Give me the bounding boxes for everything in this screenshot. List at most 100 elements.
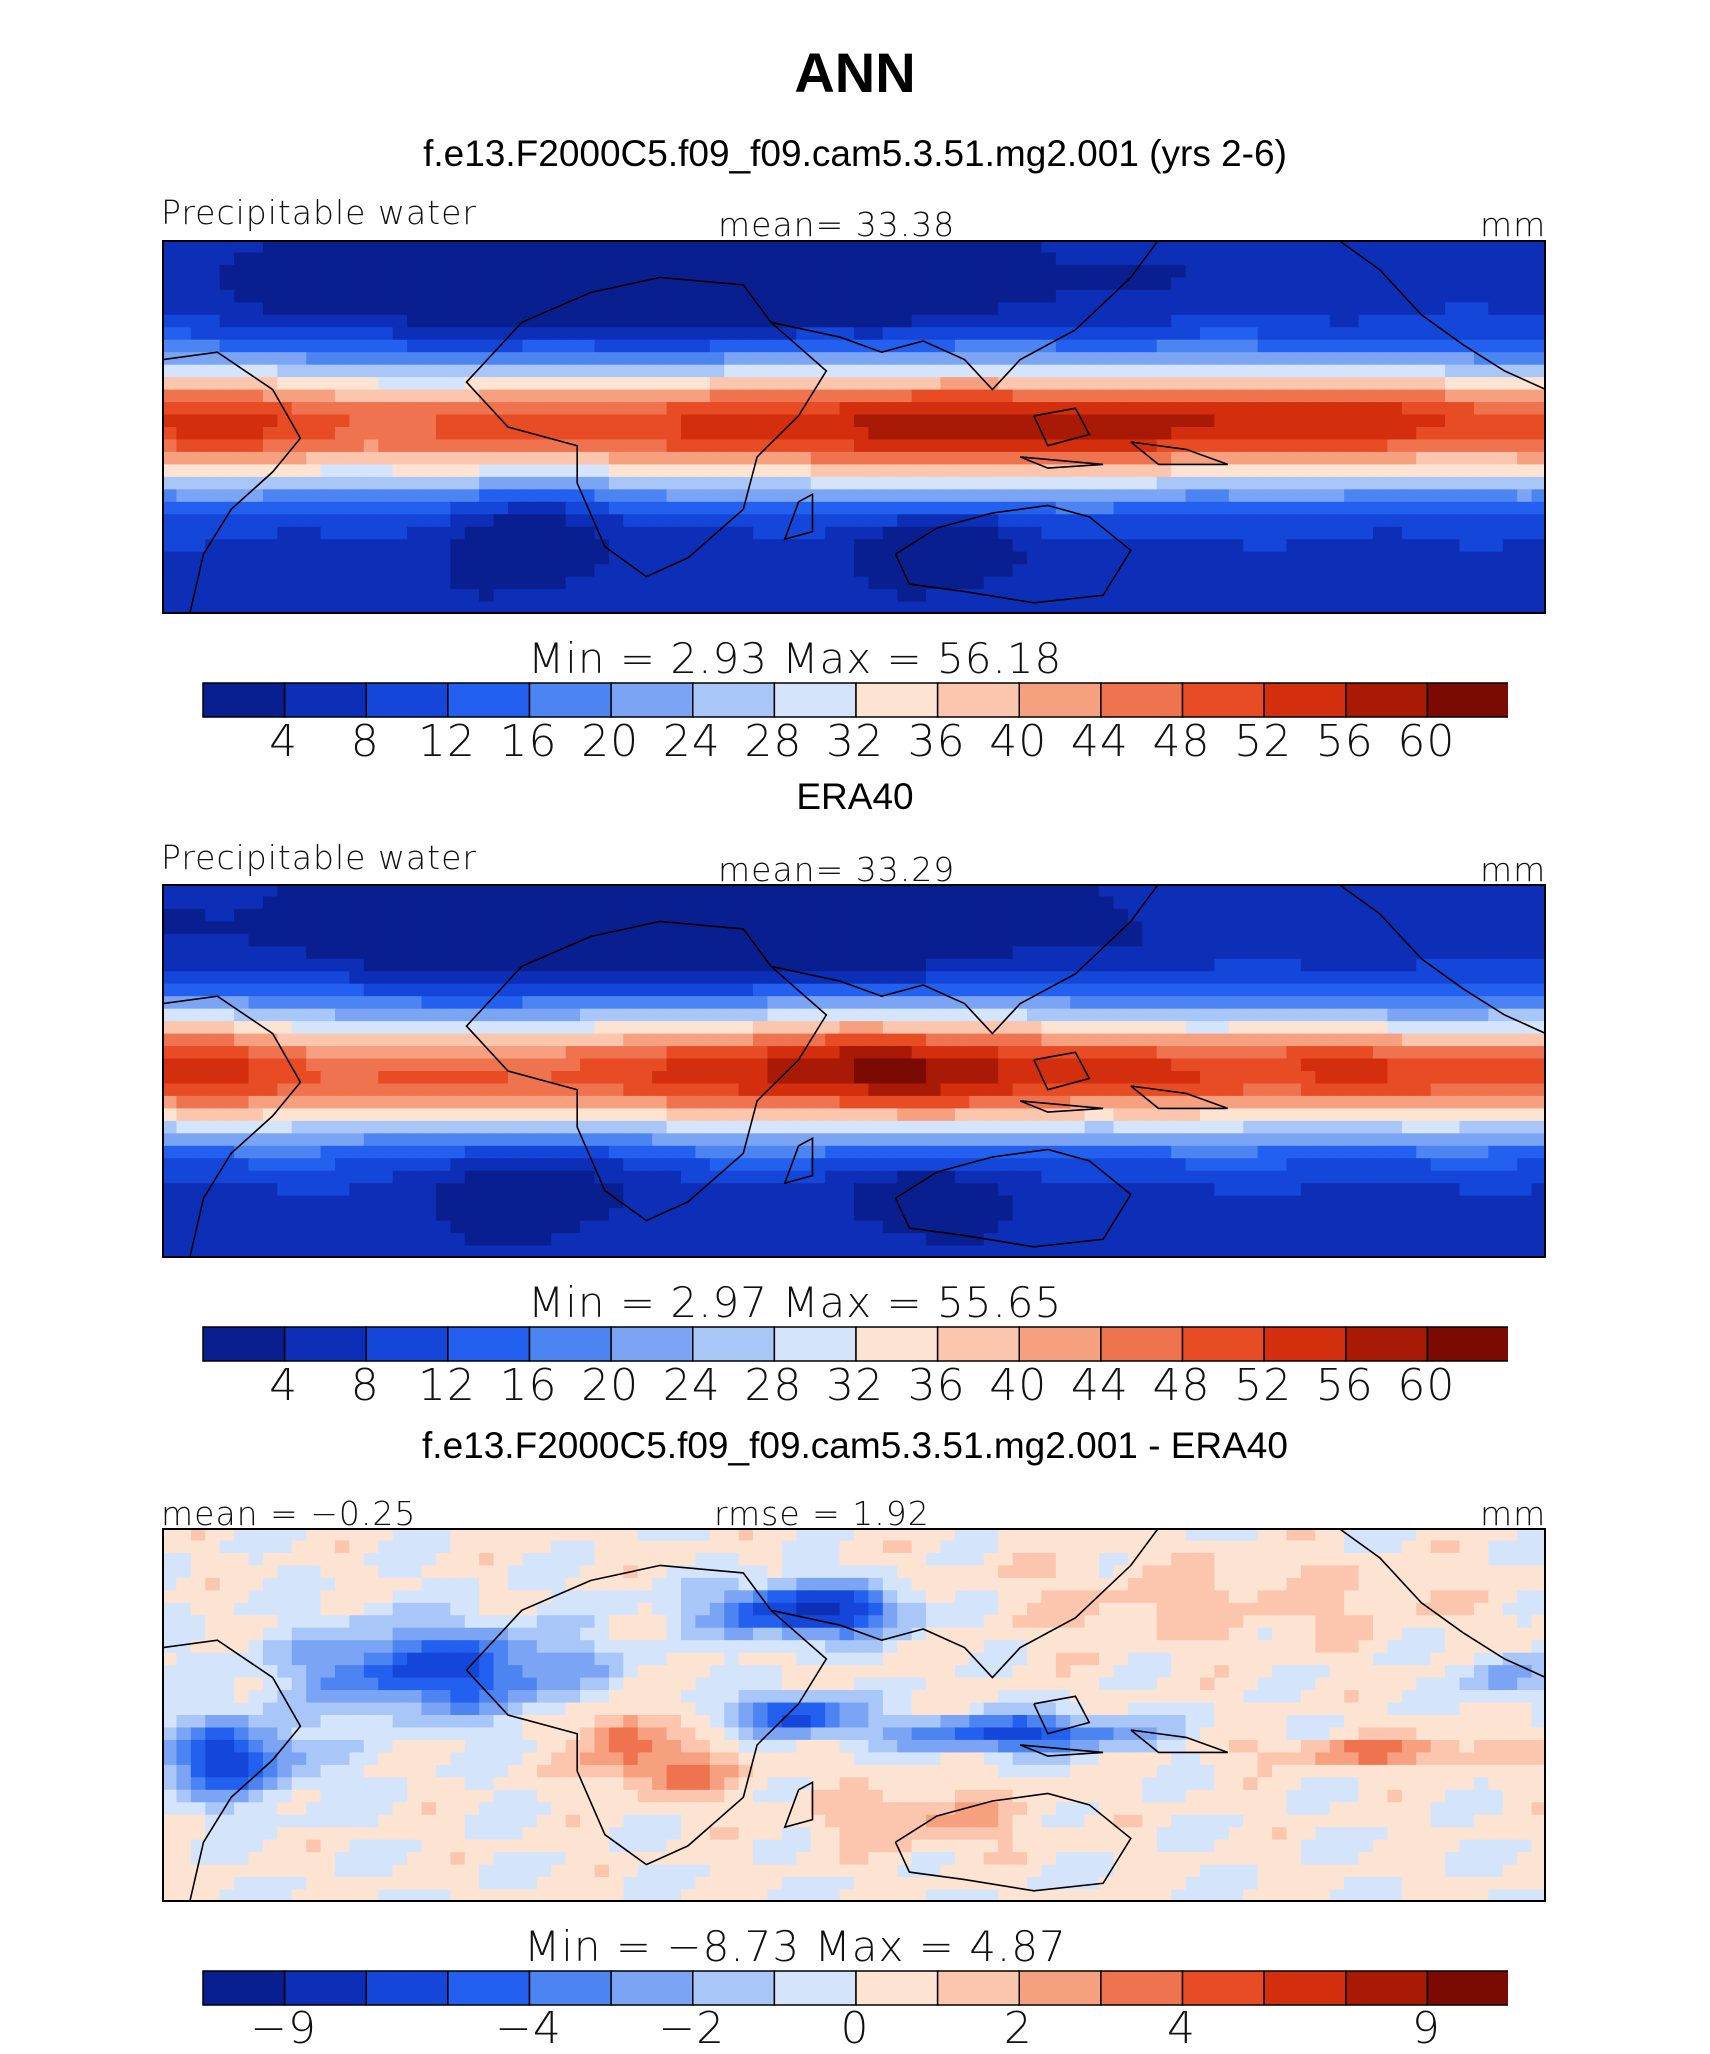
- map-cell: [1127, 946, 1143, 960]
- map-cell: [738, 514, 754, 528]
- map-cell: [479, 439, 495, 453]
- map-cell: [724, 996, 740, 1010]
- map-cell: [1171, 576, 1187, 590]
- map-cell: [1286, 971, 1302, 985]
- map-cell: [767, 489, 783, 503]
- map-cell: [681, 489, 697, 503]
- map-cell: [681, 427, 697, 441]
- map-cell: [1099, 414, 1115, 428]
- map-cell: [1113, 289, 1129, 303]
- map-cell: [421, 996, 437, 1010]
- map-cell: [709, 1021, 725, 1035]
- map-cell: [1113, 539, 1129, 553]
- map-cell: [666, 339, 682, 353]
- map-cell: [1228, 589, 1244, 603]
- map-cell: [335, 958, 351, 972]
- map-cell: [695, 1071, 711, 1085]
- map-cell: [594, 314, 610, 328]
- map-cell: [839, 377, 855, 391]
- map-cell: [810, 1108, 826, 1122]
- map-cell: [1531, 289, 1546, 303]
- map-cell: [738, 1108, 754, 1122]
- panel-2-variable-label: Precipitable water: [161, 838, 477, 877]
- map-cell: [695, 489, 711, 503]
- map-cell: [637, 427, 653, 441]
- map-cell: [1531, 958, 1546, 972]
- map-cell: [868, 884, 884, 898]
- map-cell: [1459, 451, 1475, 465]
- map-cell: [363, 252, 379, 266]
- map-cell: [839, 1108, 855, 1122]
- map-cell: [277, 427, 293, 441]
- map-cell: [407, 1133, 423, 1147]
- map-cell: [176, 327, 192, 341]
- map-cell: [421, 327, 437, 341]
- map-cell: [1041, 240, 1057, 254]
- map-cell: [1070, 476, 1086, 490]
- map-cell: [450, 601, 466, 614]
- map-cell: [594, 240, 610, 254]
- map-cell: [753, 476, 769, 490]
- map-cell: [450, 476, 466, 490]
- map-cell: [219, 1021, 235, 1035]
- map-cell: [450, 564, 466, 578]
- map-cell: [1171, 921, 1187, 935]
- map-cell: [781, 539, 797, 553]
- map-cell: [810, 1046, 826, 1060]
- map-cell: [536, 427, 552, 441]
- map-cell: [291, 377, 307, 391]
- map-cell: [205, 240, 221, 254]
- map-cell: [767, 339, 783, 353]
- map-cell: [234, 476, 250, 490]
- map-cell: [1142, 601, 1158, 614]
- map-cell: [623, 1033, 639, 1047]
- map-cell: [724, 1058, 740, 1072]
- map-cell: [176, 921, 192, 935]
- map-cell: [421, 1095, 437, 1109]
- map-cell: [652, 946, 668, 960]
- map-cell: [1373, 1108, 1389, 1122]
- map-cell: [407, 1046, 423, 1060]
- map-cell: [1200, 589, 1216, 603]
- map-cell: [868, 1095, 884, 1109]
- map-cell: [1473, 439, 1489, 453]
- map-cell: [1473, 1058, 1489, 1072]
- map-cell: [1027, 252, 1043, 266]
- map-cell: [580, 1071, 596, 1085]
- map-cell: [897, 439, 913, 453]
- map-cell: [565, 501, 581, 515]
- map-cell: [234, 264, 250, 278]
- map-cell: [998, 983, 1014, 997]
- map-cell: [1358, 1033, 1374, 1047]
- map-cell: [709, 314, 725, 328]
- map-cell: [1344, 539, 1360, 553]
- map-cell: [1185, 302, 1201, 316]
- map-cell: [508, 1008, 524, 1022]
- map-cell: [608, 427, 624, 441]
- map-cell: [291, 439, 307, 453]
- map-cell: [335, 896, 351, 910]
- map-cell: [767, 289, 783, 303]
- map-cell: [421, 1046, 437, 1060]
- map-cell: [810, 339, 826, 353]
- map-cell: [1171, 946, 1187, 960]
- map-cell: [479, 414, 495, 428]
- map-cell: [407, 514, 423, 528]
- map-cell: [882, 589, 898, 603]
- map-cell: [392, 1021, 408, 1035]
- map-cell: [435, 402, 451, 416]
- map-cell: [839, 414, 855, 428]
- map-cell: [724, 1021, 740, 1035]
- map-cell: [868, 551, 884, 565]
- map-cell: [234, 1008, 250, 1022]
- map-cell: [709, 476, 725, 490]
- map-cell: [1416, 277, 1432, 291]
- map-cell: [882, 352, 898, 366]
- map-cell: [1214, 476, 1230, 490]
- map-cell: [277, 364, 293, 378]
- map-cell: [320, 240, 336, 254]
- map-cell: [1214, 1008, 1230, 1022]
- map-cell: [162, 1046, 178, 1060]
- map-cell: [608, 476, 624, 490]
- map-field-cells: [162, 884, 1546, 1258]
